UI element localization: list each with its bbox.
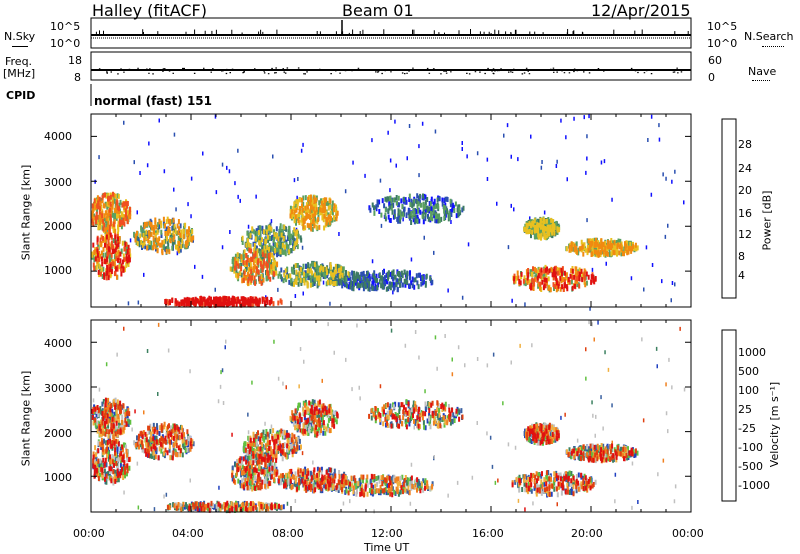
vel-cbar-tick-1000: 1000: [738, 346, 766, 359]
nave-legend-line: [752, 80, 770, 81]
vel-cbar-tick-neg100: -100: [738, 441, 763, 454]
station-title: Halley (fitACF): [92, 1, 207, 20]
power-ytick-3000: 3000: [44, 176, 72, 189]
velocity-echoes-4: [92, 320, 686, 514]
nave-ytick-bottom-right: 0: [708, 71, 715, 84]
power-axis-ticks: [90, 114, 692, 307]
cpid-value: normal (fast) 151: [94, 94, 212, 108]
cpid-label: CPID: [6, 89, 36, 102]
xtick-4: 16:00: [472, 527, 504, 540]
power-cbar-tick-4: 4: [738, 269, 745, 282]
noise-ytick-bottom-left: 10^0: [50, 37, 81, 50]
velocity-ytick-4000: 4000: [44, 337, 72, 350]
power-cbar-tick-12: 12: [738, 228, 752, 241]
power-ylabel: Slant Range [km]: [19, 164, 33, 261]
velocity-colorbar-frame: [721, 329, 737, 502]
power-echoes-4: [91, 192, 639, 292]
xtick-5: 20:00: [571, 527, 603, 540]
xlabel: Time UT: [364, 541, 410, 554]
velocity-colorbar-label: Velocity [m s⁻¹]: [768, 381, 782, 468]
velocity-ytick-1000: 1000: [44, 471, 72, 484]
vel-cbar-tick-100: 100: [738, 384, 759, 397]
power-cbar-tick-16: 16: [738, 207, 752, 220]
nsearch-legend-line: [762, 46, 784, 47]
nsky-legend-line: [12, 46, 28, 47]
velocity-echoes-8: [91, 397, 633, 514]
vel-cbar-tick-25: 25: [738, 403, 752, 416]
xtick-0: 00:00: [73, 527, 105, 540]
power-colorbar-frame: [721, 118, 737, 299]
velocity-echoes-1: [92, 352, 633, 513]
xtick-2: 08:00: [272, 527, 304, 540]
vel-cbar-tick-neg1000: -1000: [738, 479, 770, 492]
power-cbar-tick-28: 28: [738, 138, 752, 151]
noise-ytick-bottom-right: 10^0: [707, 37, 738, 50]
freq-panel-frame: [90, 51, 692, 81]
freq-unit-label: [MHz]: [3, 67, 36, 80]
freq-ytick-top-left: 18: [68, 54, 82, 67]
nave-dots: [98, 67, 689, 75]
power-ytick-4000: 4000: [44, 130, 72, 143]
xtick-6: 00:00: [672, 527, 704, 540]
freq-label: Freq.: [5, 55, 33, 68]
velocity-axis-ticks: [90, 320, 692, 512]
velocity-ytick-2000: 2000: [44, 427, 72, 440]
beam-title: Beam 01: [342, 1, 414, 20]
freq-ytick-bottom-left: 8: [74, 71, 81, 84]
vel-cbar-tick-500: 500: [738, 365, 759, 378]
noise-ytick-top-left: 10^5: [50, 20, 81, 33]
vel-cbar-tick-neg500: -500: [738, 460, 763, 473]
xtick-3: 12:00: [371, 527, 403, 540]
power-cbar-tick-24: 24: [738, 162, 752, 175]
nave-ytick-top-right: 60: [708, 54, 722, 67]
vel-cbar-tick-neg25: -25: [738, 422, 756, 435]
nave-label: Nave: [748, 65, 777, 78]
velocity-ylabel: Slant Range [km]: [19, 370, 33, 467]
power-cbar-tick-8: 8: [738, 250, 745, 263]
power-ytick-1000: 1000: [44, 264, 72, 277]
power-colorbar-label: Power [dB]: [760, 190, 774, 251]
xtick-1: 04:00: [172, 527, 204, 540]
nsky-label: N.Sky: [4, 30, 36, 43]
power-ytick-2000: 2000: [44, 220, 72, 233]
power-cbar-tick-20: 20: [738, 184, 752, 197]
noise-panel-frame: [90, 17, 692, 49]
nsearch-label: N.Search: [744, 30, 794, 43]
date-title: 12/Apr/2015: [591, 1, 691, 20]
noise-ytick-top-right: 10^5: [707, 20, 738, 33]
velocity-ytick-3000: 3000: [44, 382, 72, 395]
